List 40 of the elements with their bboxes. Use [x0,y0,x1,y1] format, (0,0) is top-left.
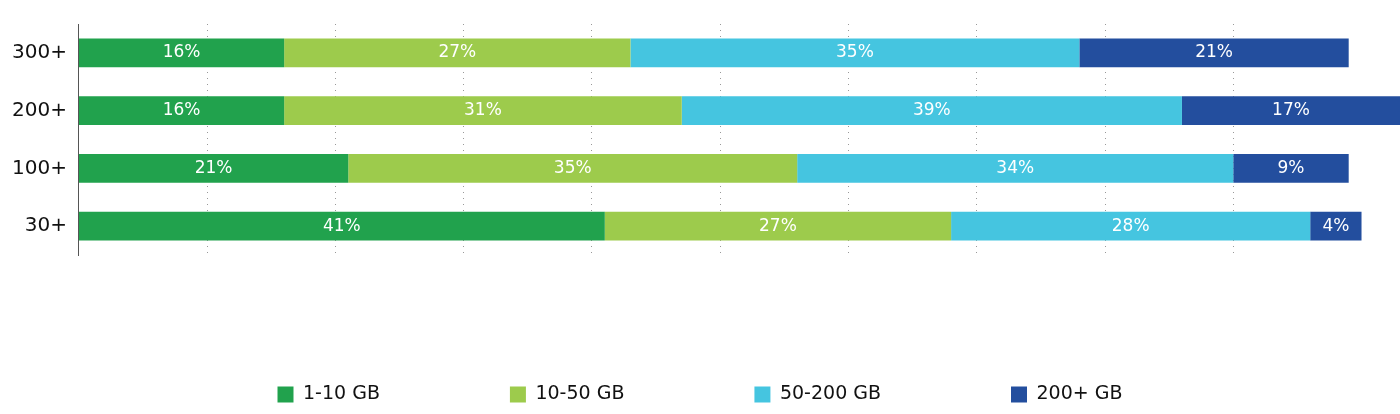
legend-label: 1-10 GB [303,381,380,404]
bar [284,96,682,126]
data-label: 21% [1195,41,1233,62]
bar [1079,38,1349,68]
bar [951,211,1311,241]
legend-label: 200+ GB [1036,381,1123,404]
data-label: 16% [162,99,201,120]
y-tick-label: 300+ [11,39,67,64]
legend-label: 10-50 GB [535,381,625,404]
bar [78,153,349,183]
bar [284,38,631,68]
data-label: 39% [912,99,951,120]
data-label: 35% [553,156,592,177]
data-label: 16% [162,41,201,62]
data-label: 31% [464,99,502,120]
y-tick-label: 100+ [11,154,67,179]
bar [604,211,952,241]
bar [78,96,285,126]
data-label: 9% [1277,156,1305,177]
bar [78,38,285,68]
bar [348,153,798,183]
bar [797,153,1234,183]
data-label: 34% [996,156,1035,177]
data-label: 28% [1111,214,1150,235]
data-label: 35% [836,41,874,62]
y-tick-label: 30+ [24,212,67,237]
legend-label: 50-200 GB [779,381,882,404]
data-label: 27% [438,41,477,62]
data-label: 21% [194,156,233,177]
bar [630,38,1080,68]
bar [1181,96,1400,126]
bar [1310,211,1362,241]
bar [78,211,605,241]
bar [1233,153,1349,183]
data-label: 41% [322,214,361,235]
data-label: 27% [759,214,797,235]
data-label: 17% [1272,99,1310,120]
bar [681,96,1182,126]
y-tick-label: 200+ [11,96,67,121]
data-label: 4% [1322,214,1350,235]
